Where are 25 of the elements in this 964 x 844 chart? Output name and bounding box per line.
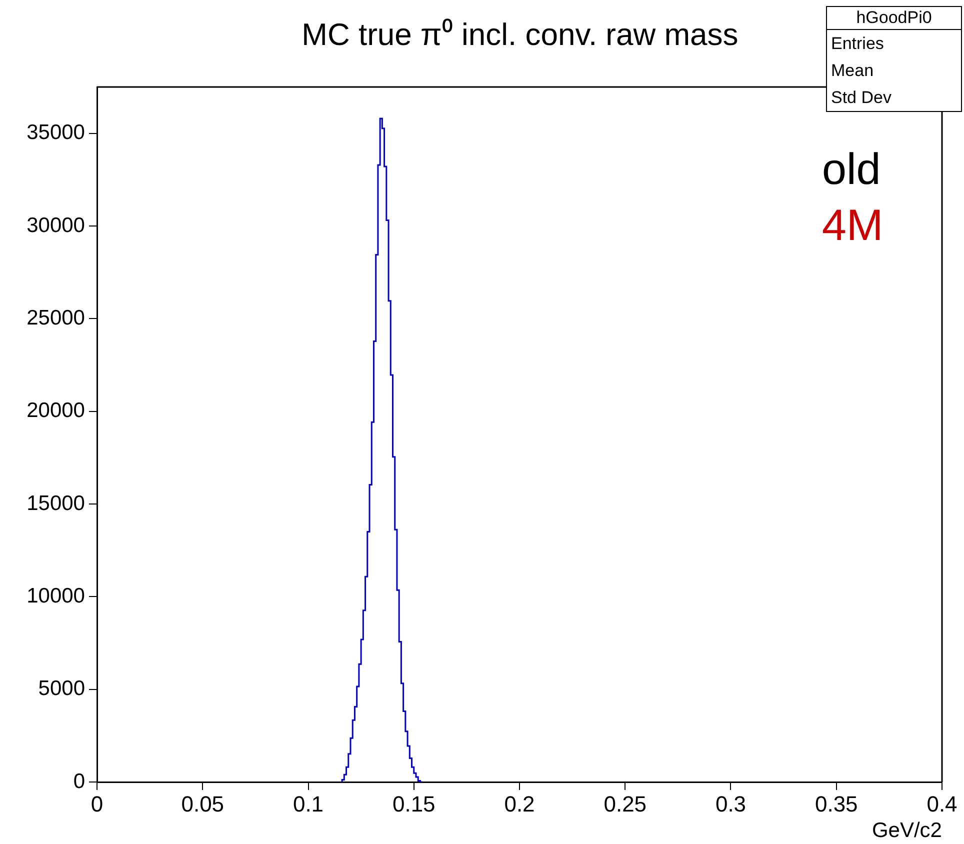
- y-tick-label: 20000: [26, 399, 85, 422]
- x-tick-label: 0.2: [504, 791, 535, 816]
- x-tick-label: 0.1: [292, 791, 324, 816]
- x-tick-label: 0.25: [604, 791, 647, 816]
- text: Mean: [830, 60, 875, 82]
- chart-title: MC true π⁰ incl. conv. raw mass: [302, 17, 738, 52]
- x-tick-label: 0.35: [814, 791, 858, 816]
- annotation: 4M: [822, 200, 884, 252]
- y-tick-label: 10000: [26, 584, 85, 608]
- x-axis-title: GeV/c2: [872, 819, 942, 842]
- annotation: Std Dev: [830, 87, 892, 109]
- x-tick-label: 0.15: [392, 791, 436, 816]
- text: hGoodPi0: [827, 7, 961, 30]
- y-tick-label: 15000: [26, 492, 85, 515]
- y-tick-label: 5000: [38, 677, 85, 700]
- y-tick-label: 25000: [26, 306, 85, 330]
- x-tick-label: 0: [90, 791, 104, 816]
- text: Entries: [830, 33, 885, 55]
- y-tick-label: 35000: [26, 121, 85, 144]
- annotation: old: [822, 144, 882, 196]
- x-tick-label: 0.4: [926, 791, 958, 816]
- x-tick-label: 0.3: [715, 791, 746, 816]
- x-tick-label: 0.05: [181, 791, 224, 816]
- y-tick-label: 30000: [26, 214, 85, 237]
- y-tick-label: 0: [73, 770, 85, 793]
